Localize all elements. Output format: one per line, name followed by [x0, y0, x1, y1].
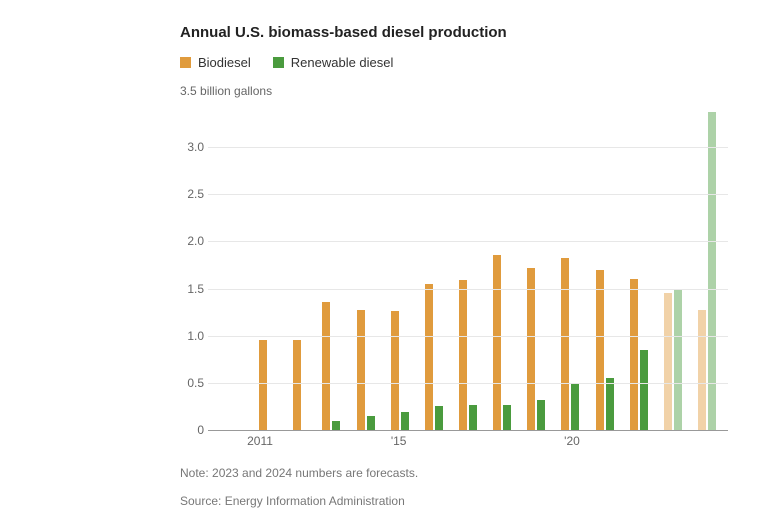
- year-group: [212, 100, 246, 430]
- grid-line: [208, 147, 728, 148]
- x-axis: 2011 '15 '20: [208, 434, 728, 454]
- y-tick-label: 1.0: [180, 329, 204, 343]
- year-group: [485, 100, 519, 430]
- bar-biodiesel: [561, 258, 569, 430]
- legend-swatch-biodiesel: [180, 57, 191, 68]
- bar-renewable-diesel: [640, 350, 648, 430]
- year-group: [519, 100, 553, 430]
- y-tick-label: 1.5: [180, 282, 204, 296]
- chart-source: Source: Energy Information Administratio…: [180, 492, 728, 510]
- x-tick-label: '15: [391, 434, 407, 448]
- bar-renewable-diesel: [435, 406, 443, 431]
- year-group: [280, 100, 314, 430]
- y-tick-label: 2.0: [180, 234, 204, 248]
- bar-biodiesel: [259, 340, 267, 430]
- bar-biodiesel: [357, 310, 365, 430]
- legend-item-renewable: Renewable diesel: [273, 55, 394, 70]
- bar-renewable-diesel: [332, 421, 340, 430]
- grid-line: [208, 383, 728, 384]
- bar-biodiesel: [493, 255, 501, 430]
- bars-container: [208, 100, 728, 430]
- grid-line: [208, 289, 728, 290]
- x-tick-label: 2011: [247, 434, 273, 448]
- y-tick-label: 3.0: [180, 140, 204, 154]
- plot-area: 00.51.01.52.02.53.0: [208, 100, 728, 430]
- bar-biodiesel: [664, 293, 672, 430]
- bar-renewable-diesel: [606, 378, 614, 430]
- bar-biodiesel: [322, 302, 330, 430]
- grid-line: [208, 430, 728, 431]
- year-group: [622, 100, 656, 430]
- y-axis-units: 3.5 billion gallons: [180, 84, 728, 98]
- legend-swatch-renewable: [273, 57, 284, 68]
- legend-item-biodiesel: Biodiesel: [180, 55, 251, 70]
- bar-biodiesel: [425, 284, 433, 430]
- bar-renewable-diesel: [469, 405, 477, 430]
- year-group: [314, 100, 348, 430]
- y-tick-label: 0.5: [180, 376, 204, 390]
- year-group: [383, 100, 417, 430]
- bar-biodiesel: [527, 268, 535, 430]
- bar-biodiesel: [596, 270, 604, 430]
- chart-area: 3.5 billion gallons 00.51.01.52.02.53.0 …: [180, 84, 728, 454]
- year-group: [588, 100, 622, 430]
- legend-label: Renewable diesel: [291, 55, 394, 70]
- bar-renewable-diesel: [674, 290, 682, 430]
- grid-line: [208, 194, 728, 195]
- bar-renewable-diesel: [503, 405, 511, 430]
- y-tick-label: 0: [180, 423, 204, 437]
- grid-line: [208, 336, 728, 337]
- bar-biodiesel: [630, 279, 638, 430]
- bar-renewable-diesel: [537, 400, 545, 430]
- grid-line: [208, 241, 728, 242]
- bar-biodiesel: [459, 280, 467, 430]
- x-tick-label: '20: [564, 434, 580, 448]
- bar-biodiesel: [698, 310, 706, 430]
- legend-label: Biodiesel: [198, 55, 251, 70]
- year-group: [690, 100, 724, 430]
- year-group: [656, 100, 690, 430]
- year-group: [553, 100, 587, 430]
- year-group: [451, 100, 485, 430]
- year-group: [417, 100, 451, 430]
- legend: Biodiesel Renewable diesel: [180, 55, 728, 70]
- bar-renewable-diesel: [401, 412, 409, 430]
- chart-title: Annual U.S. biomass-based diesel product…: [180, 24, 728, 41]
- year-group: [349, 100, 383, 430]
- bar-biodiesel: [293, 340, 301, 431]
- chart-note: Note: 2023 and 2024 numbers are forecast…: [180, 464, 728, 482]
- y-tick-label: 2.5: [180, 187, 204, 201]
- bar-renewable-diesel: [571, 383, 579, 430]
- bar-renewable-diesel: [367, 416, 375, 430]
- year-group: [246, 100, 280, 430]
- bar-biodiesel: [391, 311, 399, 430]
